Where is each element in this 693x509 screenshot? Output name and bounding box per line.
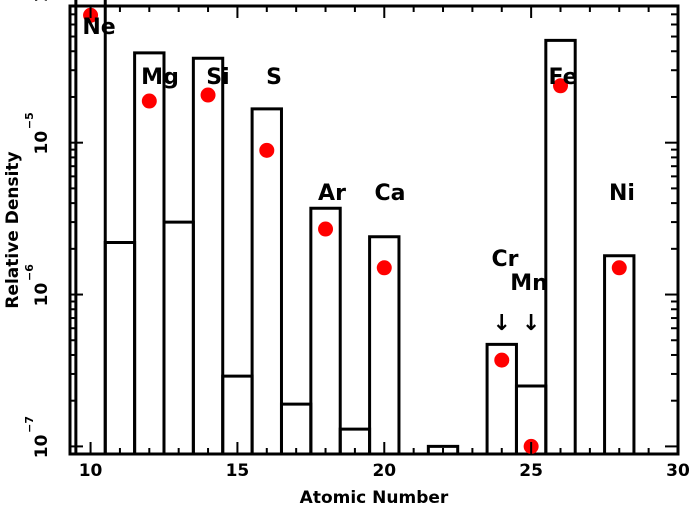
x-tick-label: 15 xyxy=(226,461,250,481)
element-label: S xyxy=(266,65,282,90)
arrow-marker: ↓ xyxy=(493,311,511,336)
histogram-bar xyxy=(250,107,283,454)
histogram-bar xyxy=(544,38,577,454)
y-tick-exponent: −7 xyxy=(23,416,36,433)
y-tick-label: 10 xyxy=(32,283,52,307)
histogram-bar xyxy=(103,241,137,454)
histogram-bar xyxy=(74,0,107,454)
y-tick-exponent: −6 xyxy=(23,264,36,281)
element-label: Si xyxy=(206,65,229,90)
histogram-bar xyxy=(603,254,636,454)
x-tick-label: 10 xyxy=(79,461,103,481)
histogram-bar xyxy=(162,220,195,454)
y-axis-title: Relative Density xyxy=(3,151,23,308)
element-label: Mn xyxy=(510,271,548,296)
y-tick-exponent: −5 xyxy=(23,112,36,129)
data-point xyxy=(611,260,627,276)
element-label: Cr xyxy=(492,247,519,272)
element-label: Mg xyxy=(141,65,179,90)
data-point xyxy=(141,93,157,109)
data-point xyxy=(259,142,275,158)
element-label: Fe xyxy=(548,65,577,90)
arrow-marker: ↓ xyxy=(522,311,540,336)
element-label: Ca xyxy=(375,181,406,206)
element-label: Ar xyxy=(318,181,346,206)
histogram-bar xyxy=(368,235,401,454)
data-point xyxy=(376,260,392,276)
histogram-bar xyxy=(309,206,342,454)
histogram xyxy=(74,0,636,454)
histogram-bar xyxy=(191,56,225,454)
x-tick-label: 25 xyxy=(519,461,543,481)
y-tick-label: 10 xyxy=(32,131,52,155)
x-tick-label: 30 xyxy=(666,461,690,481)
x-axis-title: Atomic Number xyxy=(300,488,449,508)
data-point xyxy=(553,78,569,94)
data-point xyxy=(494,352,510,368)
data-point xyxy=(200,87,216,103)
histogram-bar xyxy=(426,444,460,454)
y-tick-label: 10 xyxy=(32,0,52,3)
histogram-bar xyxy=(279,402,313,454)
x-tick-label: 20 xyxy=(372,461,396,481)
y-tick-label: 10 xyxy=(32,434,52,458)
element-label: Ni xyxy=(609,181,635,206)
plot-frame xyxy=(68,4,680,456)
histogram-bar xyxy=(133,51,166,454)
element-label: Ne xyxy=(82,15,115,40)
data-point xyxy=(318,221,334,237)
